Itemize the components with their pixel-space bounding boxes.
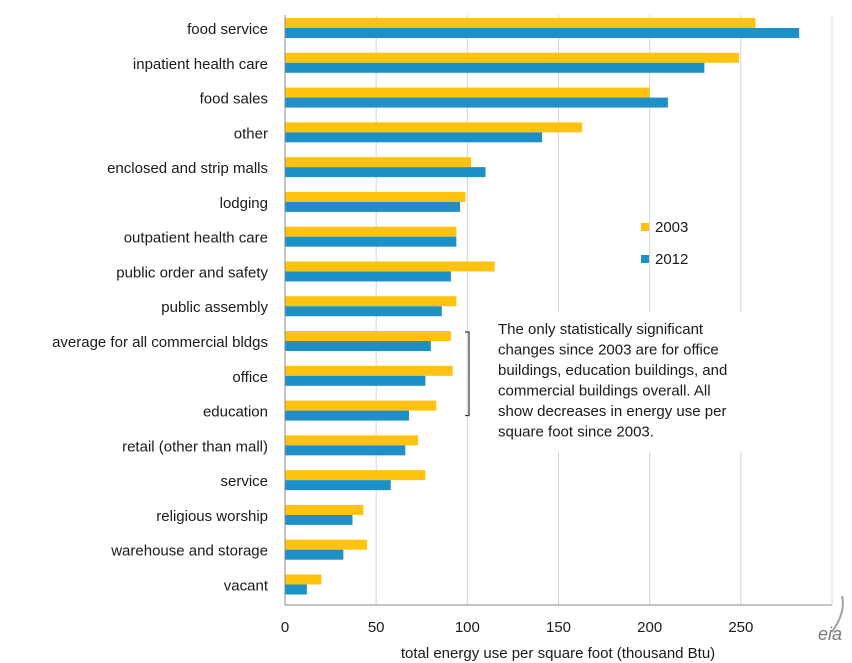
category-label: lodging [220, 195, 268, 212]
annotation-bracket [465, 331, 470, 417]
legend-label-2003: 2003 [655, 219, 688, 236]
bar-2012 [285, 341, 431, 352]
bar-2012 [285, 584, 307, 595]
bar-2003 [285, 331, 451, 342]
category-label: vacant [224, 577, 269, 594]
bar-2003 [285, 191, 466, 202]
bar-2012 [285, 514, 353, 525]
bar-2003 [285, 52, 740, 63]
bar-2012 [285, 480, 391, 491]
x-tick-label: 0 [281, 619, 289, 636]
annotation-line: The only statistically significant [498, 321, 704, 338]
x-axis-label: total energy use per square foot (thousa… [401, 645, 715, 662]
x-tick-label: 250 [728, 619, 753, 636]
bar-2003 [285, 261, 495, 272]
bar-2012 [285, 132, 543, 143]
bar-2012 [285, 375, 426, 386]
legend-swatch-2003 [641, 223, 649, 231]
gridlines [375, 15, 833, 605]
category-label: other [234, 125, 268, 142]
category-label: retail (other than mall) [122, 438, 268, 455]
annotation-line: buildings, education buildings, and [498, 362, 727, 379]
bars [285, 18, 800, 595]
category-label: inpatient health care [133, 56, 268, 73]
bar-2003 [285, 226, 457, 237]
category-label: service [220, 473, 268, 490]
annotation-box [490, 312, 785, 452]
bar-2003 [285, 122, 583, 133]
bar-2003 [285, 539, 368, 550]
bar-2012 [285, 236, 457, 247]
category-label: education [203, 404, 268, 421]
bar-2012 [285, 201, 461, 212]
annotation-line: show decreases in energy use per [498, 403, 726, 420]
bar-2012 [285, 28, 800, 38]
x-tick-label: 150 [546, 619, 571, 636]
bar-2003 [285, 400, 437, 411]
bar-2003 [285, 157, 471, 168]
eia-logo: eia [818, 595, 844, 644]
category-label: enclosed and strip malls [107, 160, 268, 177]
legend-swatch-2012 [641, 255, 649, 263]
category-label: office [232, 369, 268, 386]
category-label: religious worship [156, 508, 268, 525]
bar-2012 [285, 271, 451, 282]
x-tick-label: 200 [637, 619, 662, 636]
bar-2012 [285, 167, 486, 178]
bar-2012 [285, 97, 668, 108]
bar-2012 [285, 549, 344, 560]
category-labels: food service inpatient health care food sa… [52, 21, 269, 594]
category-label: public order and safety [116, 264, 268, 281]
bar-2003 [285, 470, 426, 481]
bar-2003 [285, 574, 322, 585]
annotation-line: changes since 2003 are for office [498, 342, 719, 359]
category-label: outpatient health care [124, 230, 268, 247]
category-label: warehouse and storage [110, 543, 268, 560]
legend-label-2012: 2012 [655, 251, 688, 268]
category-label: food sales [200, 91, 268, 108]
bar-2003 [285, 87, 650, 98]
x-tick-label: 50 [368, 619, 385, 636]
bar-2003 [285, 435, 419, 446]
bar-2003 [285, 504, 364, 515]
legend: 2003 2012 [641, 219, 688, 268]
eia-logo-text: eia [818, 624, 842, 644]
x-tick-labels: 0 50 100 150 200 250 [281, 619, 754, 636]
bar-2003 [285, 365, 453, 376]
bar-2003 [285, 18, 756, 28]
bar-2012 [285, 306, 442, 317]
eia-logo-arc [831, 595, 844, 633]
bar-2012 [285, 410, 409, 421]
category-label: food service [187, 21, 268, 38]
category-label: public assembly [161, 299, 268, 316]
annotation: The only statistically significant chang… [465, 312, 785, 452]
x-tick-label: 100 [455, 619, 480, 636]
bar-2012 [285, 445, 406, 456]
annotation-line: square foot since 2003. [498, 424, 654, 441]
category-label: average for all commercial bldgs [52, 334, 268, 351]
bar-2012 [285, 62, 705, 73]
bar-2003 [285, 296, 457, 307]
annotation-line: commercial buildings overall. All [498, 383, 711, 400]
